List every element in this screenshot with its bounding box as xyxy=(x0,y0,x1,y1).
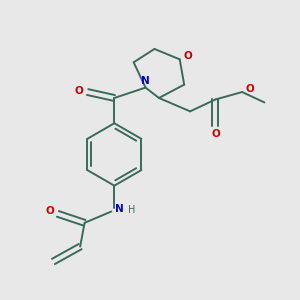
Text: H: H xyxy=(128,205,136,215)
Text: O: O xyxy=(75,85,84,96)
Text: O: O xyxy=(184,51,192,61)
Text: O: O xyxy=(245,84,254,94)
Text: N: N xyxy=(115,204,124,214)
Text: N: N xyxy=(141,76,149,86)
Text: O: O xyxy=(45,206,54,216)
Text: O: O xyxy=(212,129,220,139)
